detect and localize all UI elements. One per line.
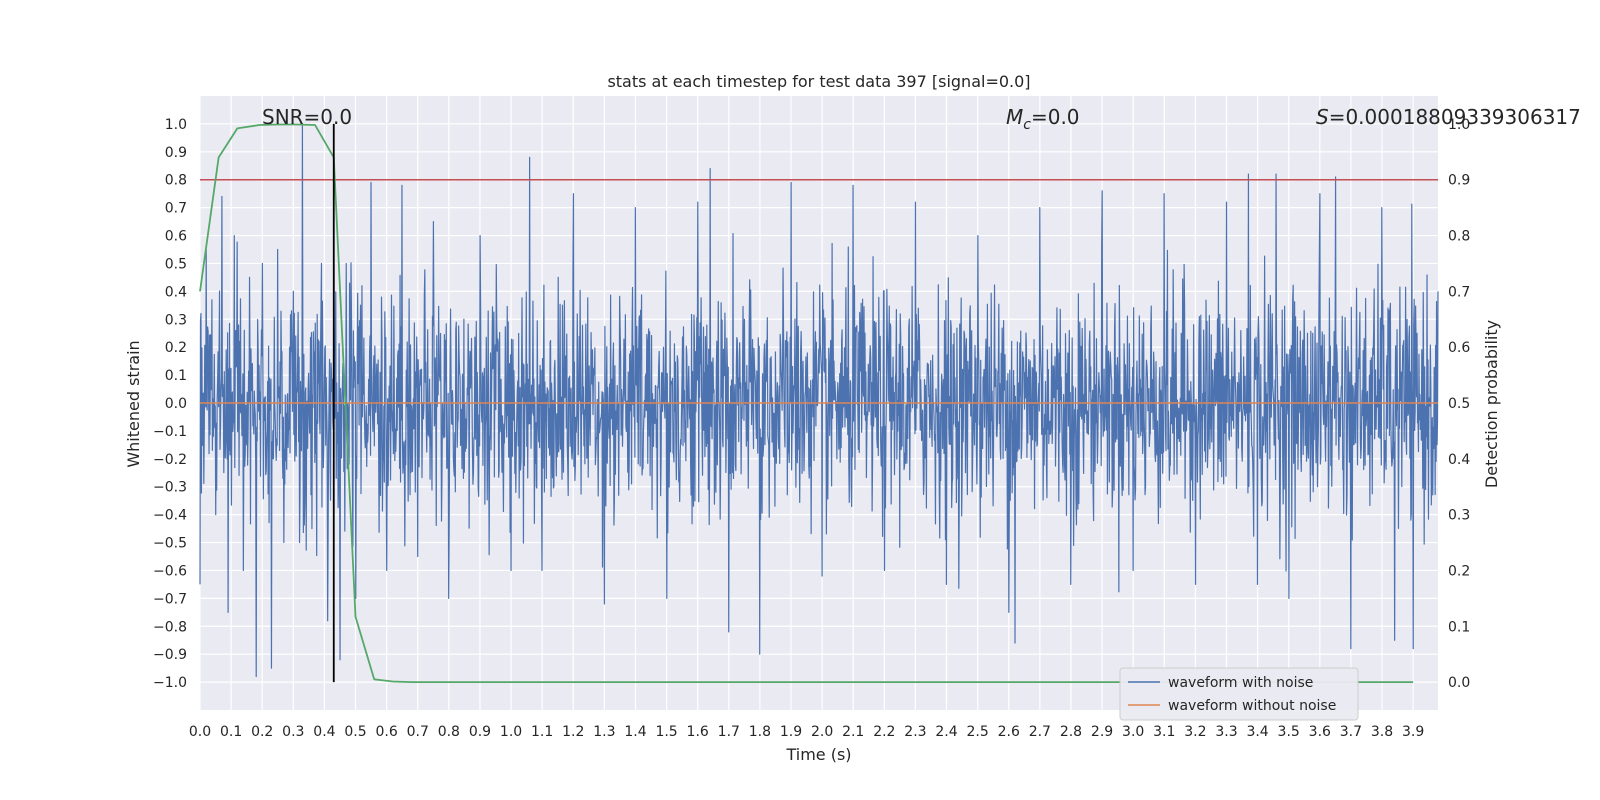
y-tick-label: 0.4 xyxy=(165,284,187,300)
y-right-tick-label: 0.0 xyxy=(1448,675,1470,691)
x-tick-label: 0.1 xyxy=(220,724,242,740)
snr-statistic-symbol: S xyxy=(1316,105,1329,129)
x-tick-label: 2.5 xyxy=(967,724,989,740)
y-tick-label: −0.5 xyxy=(153,536,187,552)
y-right-tick-label: 0.5 xyxy=(1448,396,1470,412)
x-tick-label: 1.9 xyxy=(780,724,802,740)
legend-box xyxy=(1119,667,1359,721)
y-right-tick-label: 0.6 xyxy=(1448,340,1470,356)
y-tick-label: 0.1 xyxy=(165,368,187,384)
x-tick-label: 1.2 xyxy=(562,724,584,740)
x-tick-label: 2.0 xyxy=(811,724,833,740)
y-tick-label: 0.6 xyxy=(165,229,187,245)
x-tick-label: 1.8 xyxy=(749,724,771,740)
x-tick-label: 1.3 xyxy=(593,724,615,740)
y-right-tick-labels: 1.0 0.9 0.8 0.7 0.6 0.5 0.4 0.3 0.2 0.1 0.0 xyxy=(1448,117,1470,691)
x-tick-label: 0.2 xyxy=(251,724,273,740)
y-tick-label: 1.0 xyxy=(165,117,187,133)
y-right-tick-label: 0.8 xyxy=(1448,229,1470,245)
y-right-tick-label: 0.4 xyxy=(1448,452,1470,468)
x-tick-label: 1.1 xyxy=(531,724,553,740)
chirp-mass-subscript: c xyxy=(1023,117,1031,133)
x-tick-label: 0.8 xyxy=(438,724,460,740)
chirp-mass-value: =0.0 xyxy=(1031,105,1080,129)
legend-label-without-noise: waveform without noise xyxy=(1168,698,1336,714)
y-tick-label: −0.7 xyxy=(153,591,187,607)
y-tick-label: 0.3 xyxy=(165,312,187,328)
x-tick-label: 2.2 xyxy=(873,724,895,740)
y-tick-label: −0.3 xyxy=(153,480,187,496)
y-tick-label: 0.8 xyxy=(165,173,187,189)
legend: waveform with noise waveform without noi… xyxy=(1119,667,1359,721)
x-tick-label: 0.4 xyxy=(313,724,335,740)
x-tick-label: 3.1 xyxy=(1153,724,1175,740)
x-tick-label: 0.5 xyxy=(344,724,366,740)
x-tick-label: 2.6 xyxy=(998,724,1020,740)
y-tick-label: −0.9 xyxy=(153,647,187,663)
y-right-axis-label: Detection probability xyxy=(1482,320,1501,488)
x-tick-label: 2.9 xyxy=(1091,724,1113,740)
y-tick-labels: 1.0 0.9 0.8 0.7 0.6 0.5 0.4 0.3 0.2 0.1 0.0 −0.1 −0.… xyxy=(153,117,187,691)
y-right-tick-label: 1.0 xyxy=(1448,117,1470,133)
snr-statistic-annotation: S=0.00018809339306317 xyxy=(1316,105,1581,129)
x-tick-label: 2.3 xyxy=(904,724,926,740)
x-tick-label: 1.5 xyxy=(655,724,677,740)
y-right-tick-label: 0.1 xyxy=(1448,619,1470,635)
x-tick-label: 0.6 xyxy=(376,724,398,740)
y-right-tick-label: 0.3 xyxy=(1448,508,1470,524)
series-waveform-with-noise xyxy=(199,123,1439,678)
x-tick-label: 2.8 xyxy=(1060,724,1082,740)
x-tick-label: 3.4 xyxy=(1246,724,1268,740)
snr-statistic-value: =0.00018809339306317 xyxy=(1329,105,1581,129)
x-tick-label: 1.6 xyxy=(687,724,709,740)
y-tick-label: −0.2 xyxy=(153,452,187,468)
x-tick-label: 3.9 xyxy=(1402,724,1424,740)
x-tick-label: 0.9 xyxy=(469,724,491,740)
x-tick-label: 2.1 xyxy=(842,724,864,740)
y-tick-label: 0.9 xyxy=(165,145,187,161)
y-tick-label: −0.4 xyxy=(153,508,187,524)
y-right-tick-label: 0.2 xyxy=(1448,563,1470,579)
x-tick-label: 3.5 xyxy=(1278,724,1300,740)
x-tick-label: 0.7 xyxy=(407,724,429,740)
y-tick-label: 0.5 xyxy=(165,256,187,272)
x-tick-label: 3.7 xyxy=(1340,724,1362,740)
x-axis-label: Time (s) xyxy=(785,745,851,764)
chirp-mass-annotation: Mc=0.0 xyxy=(1006,105,1080,133)
y-tick-label: 0.7 xyxy=(165,201,187,217)
x-tick-label: 3.8 xyxy=(1371,724,1393,740)
x-tick-label: 3.6 xyxy=(1309,724,1331,740)
legend-label-with-noise: waveform with noise xyxy=(1168,675,1313,691)
x-tick-label: 1.0 xyxy=(500,724,522,740)
y-tick-label: 0.2 xyxy=(165,340,187,356)
x-tick-label: 3.0 xyxy=(1122,724,1144,740)
x-tick-label: 0.3 xyxy=(282,724,304,740)
x-tick-label: 3.2 xyxy=(1184,724,1206,740)
x-tick-label: 0.0 xyxy=(189,724,211,740)
y-tick-label: −0.6 xyxy=(153,563,187,579)
y-tick-label: −1.0 xyxy=(153,675,187,691)
y-tick-label: 0.0 xyxy=(165,396,187,412)
y-tick-label: −0.1 xyxy=(153,424,187,440)
noise-line xyxy=(199,123,1439,678)
snr-annotation: SNR=0.0 xyxy=(262,105,352,129)
y-axis-label: Whitened strain xyxy=(124,340,143,467)
x-tick-label: 3.3 xyxy=(1215,724,1237,740)
x-tick-label: 2.7 xyxy=(1029,724,1051,740)
chirp-mass-symbol: M xyxy=(1006,105,1023,129)
x-tick-label: 1.4 xyxy=(624,724,646,740)
x-tick-label: 2.4 xyxy=(935,724,957,740)
chart-title: stats at each timestep for test data 397… xyxy=(607,72,1030,91)
y-right-tick-label: 0.7 xyxy=(1448,284,1470,300)
y-tick-label: −0.8 xyxy=(153,619,187,635)
x-tick-labels: 0.0 0.1 0.2 0.3 0.4 0.5 0.6 0.7 0.8 0.9 1.0 1.1 1.2 1… xyxy=(189,724,1424,740)
x-tick-label: 1.7 xyxy=(718,724,740,740)
y-right-tick-label: 0.9 xyxy=(1448,173,1470,189)
